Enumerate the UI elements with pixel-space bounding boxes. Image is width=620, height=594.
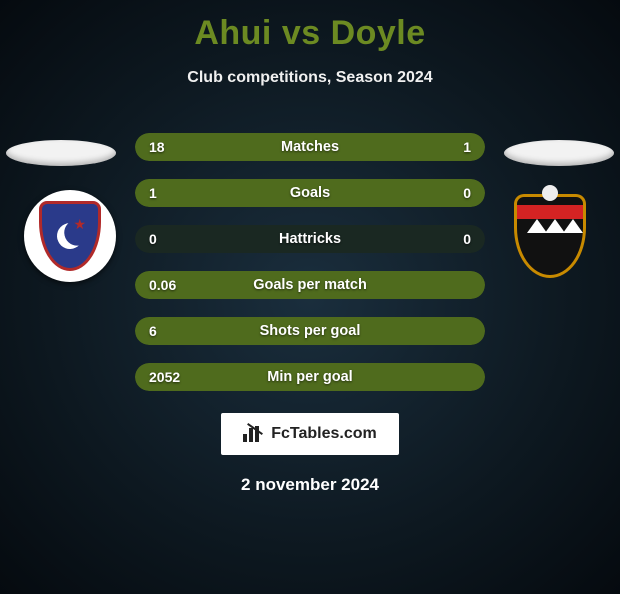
club-crest-right [504, 190, 596, 282]
stat-value-right: 0 [463, 185, 471, 201]
watermark: FcTables.com [221, 413, 399, 455]
stat-value-left: 0.06 [149, 277, 176, 293]
stat-row: 1 0 Goals [135, 179, 485, 207]
stat-value-right: 1 [463, 139, 471, 155]
watermark-text: FcTables.com [271, 425, 377, 443]
player-b-photo-ellipse [504, 140, 614, 166]
stat-value-left: 18 [149, 139, 165, 155]
chart-icon [243, 426, 265, 442]
page-title: Ahui vs Doyle [0, 14, 620, 53]
stat-value-left: 0 [149, 231, 157, 247]
stat-label: Min per goal [267, 369, 352, 385]
stat-label: Shots per goal [260, 323, 361, 339]
stat-label: Goals per match [253, 277, 367, 293]
stat-label: Matches [281, 139, 339, 155]
player-a-name: Ahui [194, 14, 272, 52]
club-crest-left: ★ [24, 190, 116, 282]
title-vs: vs [282, 14, 331, 52]
stat-value-left: 6 [149, 323, 157, 339]
subtitle: Club competitions, Season 2024 [0, 69, 620, 87]
stats-container: 18 1 Matches 1 0 Goals 0 0 Hattricks 0.06 Goals pe… [135, 133, 485, 391]
stat-row: 0.06 Goals per match [135, 271, 485, 299]
stat-row: 18 1 Matches [135, 133, 485, 161]
date: 2 november 2024 [0, 475, 620, 495]
stat-row: 6 Shots per goal [135, 317, 485, 345]
player-a-photo-ellipse [6, 140, 116, 166]
stat-row: 0 0 Hattricks [135, 225, 485, 253]
player-b-name: Doyle [331, 14, 426, 52]
stat-row: 2052 Min per goal [135, 363, 485, 391]
stat-value-left: 1 [149, 185, 157, 201]
stat-label: Hattricks [279, 231, 341, 247]
stat-value-left: 2052 [149, 369, 180, 385]
stat-value-right: 0 [463, 231, 471, 247]
stat-label: Goals [290, 185, 330, 201]
